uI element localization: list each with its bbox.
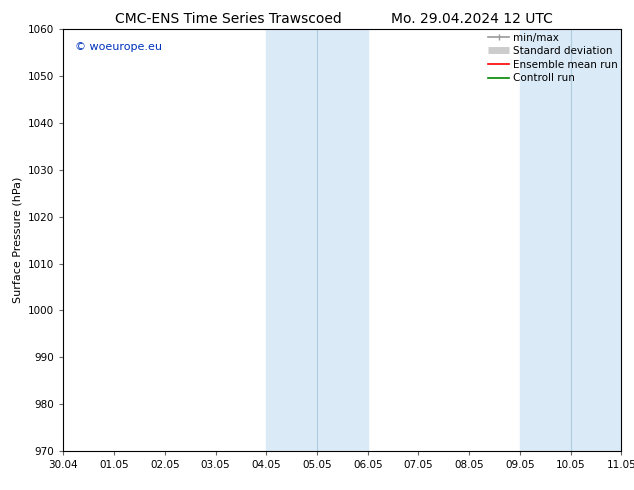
Legend: min/max, Standard deviation, Ensemble mean run, Controll run: min/max, Standard deviation, Ensemble me… bbox=[488, 32, 618, 83]
Bar bbox=[520, 29, 621, 451]
Bar bbox=[266, 29, 368, 451]
Y-axis label: Surface Pressure (hPa): Surface Pressure (hPa) bbox=[13, 177, 23, 303]
Text: © woeurope.eu: © woeurope.eu bbox=[75, 42, 162, 52]
Text: Mo. 29.04.2024 12 UTC: Mo. 29.04.2024 12 UTC bbox=[391, 12, 553, 26]
Text: CMC-ENS Time Series Trawscoed: CMC-ENS Time Series Trawscoed bbox=[115, 12, 342, 26]
